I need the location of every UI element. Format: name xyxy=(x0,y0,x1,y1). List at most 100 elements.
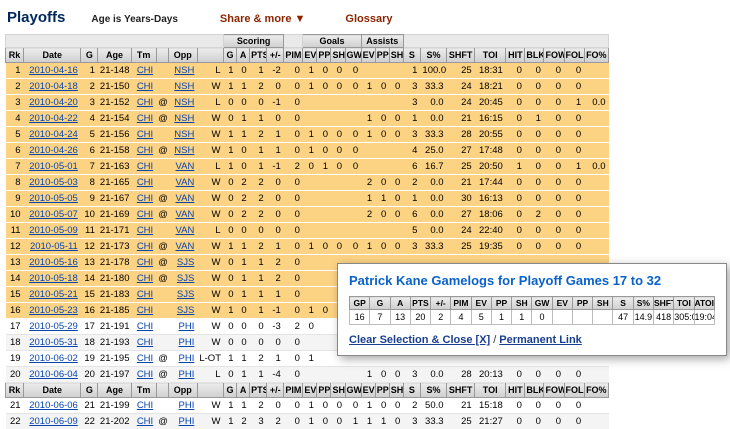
cell-date[interactable]: 2010-05-16 xyxy=(23,254,81,271)
cell-date[interactable]: 2010-05-18 xyxy=(23,270,81,287)
team-link[interactable]: CHI xyxy=(136,129,154,140)
cell-team[interactable]: CHI xyxy=(131,334,157,351)
column-header-ev-goals[interactable]: EV xyxy=(302,382,318,398)
team-link[interactable]: CHI xyxy=(136,145,154,156)
team-link[interactable]: CHI xyxy=(136,241,154,252)
date-link[interactable]: 2010-06-04 xyxy=(29,369,78,380)
cell-date[interactable]: 2010-04-18 xyxy=(23,78,81,95)
cell-date[interactable]: 2010-04-24 xyxy=(23,126,81,143)
cell-date[interactable]: 2010-05-21 xyxy=(23,286,81,303)
column-header-shots[interactable]: S xyxy=(402,382,421,398)
team-link[interactable]: CHI xyxy=(136,193,154,204)
opp-link[interactable]: SJS xyxy=(176,273,195,284)
date-link[interactable]: 2010-05-07 xyxy=(29,209,78,220)
cell-team[interactable]: CHI xyxy=(131,254,157,271)
table-row[interactable]: 8 2010-05-03 8 21-165 CHI VAN W 0 2 2 0 0 2 0 0 2 0.0 21 1… xyxy=(5,174,609,191)
column-header-opp[interactable]: Opp xyxy=(167,382,198,398)
cell-opp[interactable]: PHI xyxy=(168,318,198,335)
table-row[interactable]: 10 2010-05-07 10 21-169 CHI @ VAN W 0 2 2 0 0 2 0 0 6 0.0… xyxy=(5,206,609,223)
column-header-age[interactable]: Age xyxy=(97,47,132,63)
date-link[interactable]: 2010-05-09 xyxy=(29,225,78,236)
team-link[interactable]: CHI xyxy=(136,273,154,284)
cell-team[interactable]: CHI xyxy=(131,350,157,367)
column-header-shots[interactable]: S xyxy=(402,47,421,63)
date-link[interactable]: 2010-04-22 xyxy=(29,113,78,124)
column-header-sh-assists[interactable]: SH xyxy=(388,382,404,398)
cell-opp[interactable]: PHI xyxy=(168,413,198,429)
opp-link[interactable]: NSH xyxy=(174,145,195,156)
cell-opp[interactable]: NSH xyxy=(168,94,198,111)
opp-link[interactable]: VAN xyxy=(175,241,195,252)
opp-link[interactable]: NSH xyxy=(174,81,195,92)
cell-date[interactable]: 2010-04-22 xyxy=(23,110,81,127)
cell-date[interactable]: 2010-06-02 xyxy=(23,350,81,367)
cell-team[interactable]: CHI xyxy=(131,318,157,335)
date-link[interactable]: 2010-04-24 xyxy=(29,129,78,140)
cell-date[interactable]: 2010-06-04 xyxy=(23,366,81,383)
cell-opp[interactable]: VAN xyxy=(168,206,198,223)
column-header-team[interactable]: Tm xyxy=(130,47,157,63)
table-row[interactable]: 7 2010-05-01 7 21-163 CHI VAN L 1 0 1 -1 2 0 1 0 0 6 16.7… xyxy=(5,158,609,175)
cell-opp[interactable]: VAN xyxy=(168,222,198,239)
table-row[interactable]: 22 2010-06-09 22 21-202 CHI @ PHI W 1 2 3 2 0 1 0 0 1 1 1 0… xyxy=(5,413,609,429)
cell-date[interactable]: 2010-05-05 xyxy=(23,190,81,207)
team-link[interactable]: CHI xyxy=(136,225,154,236)
cell-date[interactable]: 2010-05-29 xyxy=(23,318,81,335)
date-link[interactable]: 2010-04-20 xyxy=(29,97,78,108)
date-link[interactable]: 2010-04-16 xyxy=(29,65,78,76)
cell-opp[interactable]: VAN xyxy=(168,190,198,207)
cell-team[interactable]: CHI xyxy=(131,397,157,414)
column-header-shifts[interactable]: SHFT xyxy=(446,382,476,398)
column-header-sh-goals[interactable]: SH xyxy=(330,47,346,63)
column-header-fol[interactable]: FOL xyxy=(563,47,585,63)
column-header-game[interactable]: G xyxy=(80,382,99,398)
cell-team[interactable]: CHI xyxy=(131,174,157,191)
cell-team[interactable]: CHI xyxy=(131,62,157,79)
column-header-pim[interactable]: PIM xyxy=(283,47,304,63)
column-header-toi[interactable]: TOI xyxy=(474,47,507,63)
cell-opp[interactable]: SJS xyxy=(168,286,198,303)
team-link[interactable]: CHI xyxy=(136,81,154,92)
cell-team[interactable]: CHI xyxy=(131,126,157,143)
table-row[interactable]: 3 2010-04-20 3 21-152 CHI @ NSH L 0 0 0 -1 0 3 0.0 24 20… xyxy=(5,94,609,111)
opp-link[interactable]: VAN xyxy=(175,193,195,204)
column-header-shot-pct[interactable]: S% xyxy=(419,47,448,63)
column-header-age[interactable]: Age xyxy=(97,382,132,398)
date-link[interactable]: 2010-05-03 xyxy=(29,177,78,188)
cell-team[interactable]: CHI xyxy=(131,142,157,159)
team-link[interactable]: CHI xyxy=(136,65,154,76)
table-row[interactable]: 12 2010-05-11 12 21-173 CHI @ VAN W 1 1 2 1 0 1 0 0 0 1 0 0… xyxy=(5,238,609,255)
opp-link[interactable]: PHI xyxy=(178,416,195,427)
table-row[interactable]: 2 2010-04-18 2 21-150 CHI NSH W 1 1 2 0 0 1 0 0 0 1 0 0 3 33… xyxy=(5,78,609,95)
cell-date[interactable]: 2010-04-26 xyxy=(23,142,81,159)
cell-opp[interactable]: VAN xyxy=(168,174,198,191)
team-link[interactable]: CHI xyxy=(136,289,154,300)
table-row[interactable]: 11 2010-05-09 11 21-171 CHI VAN L 0 0 0 0 0 5 0.0 24 22… xyxy=(5,222,609,239)
column-header-assists[interactable]: A xyxy=(236,382,251,398)
opp-link[interactable]: SJS xyxy=(176,305,195,316)
team-link[interactable]: CHI xyxy=(136,113,154,124)
date-link[interactable]: 2010-06-06 xyxy=(29,400,78,411)
column-header-result[interactable] xyxy=(196,47,224,63)
cell-team[interactable]: CHI xyxy=(131,238,157,255)
column-header-ev-assists[interactable]: EV xyxy=(360,382,376,398)
table-row[interactable]: 5 2010-04-24 5 21-156 CHI NSH W 1 1 2 1 0 1 0 0 0 1 0 0 3 33… xyxy=(5,126,609,143)
column-header-fow[interactable]: FOW xyxy=(543,47,565,63)
cell-opp[interactable]: PHI xyxy=(168,366,198,383)
team-link[interactable]: CHI xyxy=(136,305,154,316)
cell-date[interactable]: 2010-04-20 xyxy=(23,94,81,111)
date-link[interactable]: 2010-05-21 xyxy=(29,289,78,300)
date-link[interactable]: 2010-06-02 xyxy=(29,353,78,364)
cell-team[interactable]: CHI xyxy=(131,286,157,303)
cell-team[interactable]: CHI xyxy=(131,110,157,127)
column-header-pim[interactable]: PIM xyxy=(283,382,304,398)
opp-link[interactable]: PHI xyxy=(178,353,195,364)
date-link[interactable]: 2010-05-31 xyxy=(29,337,78,348)
opp-link[interactable]: VAN xyxy=(175,225,195,236)
column-header-hits[interactable]: HIT xyxy=(505,382,526,398)
team-link[interactable]: CHI xyxy=(136,257,154,268)
cell-team[interactable]: CHI xyxy=(131,78,157,95)
table-row[interactable]: 9 2010-05-05 9 21-167 CHI @ VAN W 0 2 2 0 0 1 1 0 1 0.0 30… xyxy=(5,190,609,207)
team-link[interactable]: CHI xyxy=(136,177,154,188)
column-header-shot-pct[interactable]: S% xyxy=(419,382,448,398)
